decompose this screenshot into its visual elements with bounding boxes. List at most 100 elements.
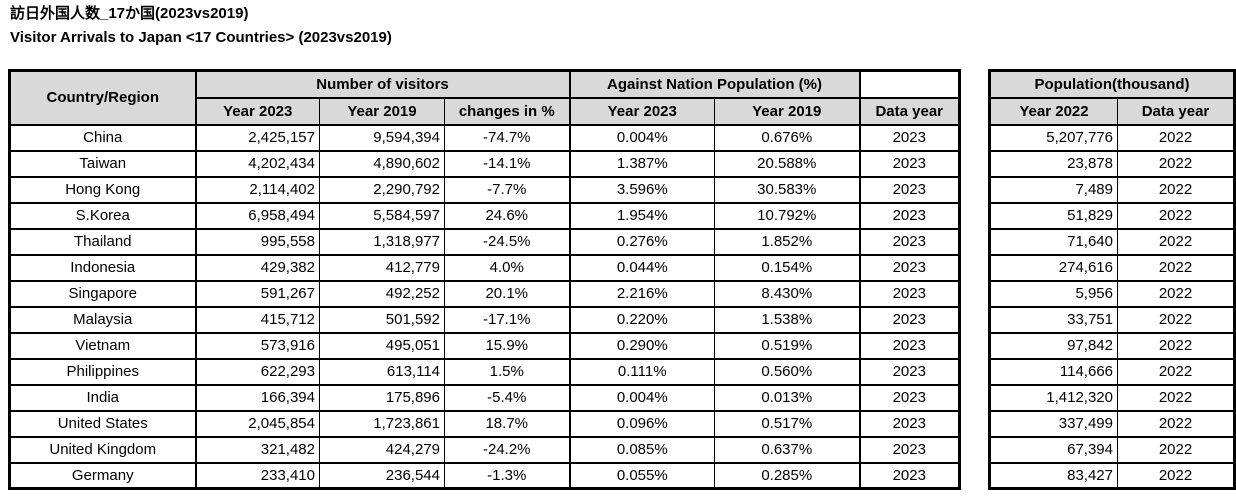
cell-pop-data-year: 2022 <box>1117 305 1235 334</box>
cell-change-percent: -7.7% <box>444 175 570 204</box>
cell-pop-data-year: 2022 <box>1117 201 1235 230</box>
cell-pct-2023: 0.290% <box>568 331 715 360</box>
cell-change-percent: -24.2% <box>444 435 570 464</box>
cell-change-percent: 4.0% <box>444 253 570 282</box>
cell-change-percent: -14.1% <box>444 149 570 178</box>
cell-data-year: 2023 <box>858 149 960 178</box>
cell-visitors-2023: 2,045,854 <box>194 409 320 438</box>
cell-pct-2019: 0.285% <box>714 461 860 490</box>
cell-pct-2023: 0.055% <box>568 461 715 490</box>
cell-change-percent: 15.9% <box>444 331 570 360</box>
cell-population-2022: 274,616 <box>989 253 1118 282</box>
cell-pct-2023: 0.044% <box>568 253 715 282</box>
cell-pct-2023: 0.096% <box>568 409 715 438</box>
visitors-table-row: Hong Kong 2,114,402 2,290,792 -7.7% 3.596% 30… <box>9 175 960 204</box>
cell-visitors-2019: 2,290,792 <box>319 175 445 204</box>
cell-visitors-2023: 233,410 <box>194 461 320 490</box>
cell-data-year: 2023 <box>858 253 960 282</box>
cell-pop-data-year: 2022 <box>1117 175 1235 204</box>
population-table-row: 337,499 2022 <box>989 409 1235 438</box>
cell-data-year: 2023 <box>858 331 960 360</box>
cell-pct-2023: 3.596% <box>568 175 715 204</box>
cell-visitors-2023: 166,394 <box>194 383 320 412</box>
cell-population-2022: 33,751 <box>989 305 1118 334</box>
visitors-table-row: India 166,394 175,896 -5.4% 0.004% 0.013% 2023 <box>9 383 960 412</box>
cell-pct-2019: 8.430% <box>714 279 860 308</box>
cell-visitors-2019: 412,779 <box>319 253 445 282</box>
cell-pop-data-year: 2022 <box>1117 279 1235 308</box>
cell-visitors-2019: 4,890,602 <box>319 149 445 178</box>
cell-country: Hong Kong <box>9 175 196 204</box>
title-english: Visitor Arrivals to Japan <17 Countries>… <box>10 29 392 46</box>
cell-data-year: 2023 <box>858 227 960 256</box>
cell-pop-data-year: 2022 <box>1117 409 1235 438</box>
header-group-row: Population(thousand) <box>989 69 1235 99</box>
cell-visitors-2023: 573,916 <box>194 331 320 360</box>
population-table-row: 71,640 2022 <box>989 227 1235 256</box>
cell-data-year: 2023 <box>858 123 960 152</box>
cell-pct-2019: 0.560% <box>714 357 860 386</box>
cell-visitors-2019: 9,594,394 <box>319 123 445 152</box>
cell-pct-2019: 1.852% <box>714 227 860 256</box>
population-table-row: 67,394 2022 <box>989 435 1235 464</box>
header-empty-spacer <box>858 69 960 99</box>
cell-visitors-2023: 2,425,157 <box>194 123 320 152</box>
title-japanese: 訪日外国人数_17か国(2023vs2019) <box>10 5 249 22</box>
cell-data-year: 2023 <box>858 461 960 490</box>
visitors-table-row: Singapore 591,267 492,252 20.1% 2.216% 8.430%… <box>9 279 960 308</box>
header-group-row: Country/Region Number of visitors Agains… <box>9 69 960 126</box>
cell-pct-2019: 1.538% <box>714 305 860 334</box>
cell-pop-data-year: 2022 <box>1117 331 1235 360</box>
cell-population-2022: 97,842 <box>989 331 1118 360</box>
cell-visitors-2023: 995,558 <box>194 227 320 256</box>
cell-pct-2019: 0.013% <box>714 383 860 412</box>
header-against-nation-population: Against Nation Population (%) <box>568 69 860 99</box>
cell-change-percent: -1.3% <box>444 461 570 490</box>
cell-visitors-2023: 591,267 <box>194 279 320 308</box>
cell-change-percent: -5.4% <box>444 383 570 412</box>
cell-visitors-2023: 4,202,434 <box>194 149 320 178</box>
header-population-data-year: Data year <box>1117 96 1235 126</box>
cell-population-2022: 5,956 <box>989 279 1118 308</box>
cell-population-2022: 67,394 <box>989 435 1118 464</box>
cell-pct-2023: 0.085% <box>568 435 715 464</box>
population-table-row: 33,751 2022 <box>989 305 1235 334</box>
population-table-row: 83,427 2022 <box>989 461 1235 490</box>
cell-country: Indonesia <box>9 253 196 282</box>
visitors-table-row: Germany 233,410 236,544 -1.3% 0.055% 0.285% 20… <box>9 461 960 490</box>
cell-data-year: 2023 <box>858 435 960 464</box>
cell-population-2022: 7,489 <box>989 175 1118 204</box>
cell-data-year: 2023 <box>858 383 960 412</box>
population-table: Population(thousand) Year 2022 Data year… <box>988 69 1236 490</box>
population-table-row: 51,829 2022 <box>989 201 1235 230</box>
population-table-row: 1,412,320 2022 <box>989 383 1235 412</box>
cell-pct-2019: 0.154% <box>714 253 860 282</box>
population-table-row: 23,878 2022 <box>989 149 1235 178</box>
visitors-table: Country/Region Number of visitors Agains… <box>8 69 961 490</box>
cell-pct-2023: 1.954% <box>568 201 715 230</box>
cell-pct-2023: 0.004% <box>568 123 715 152</box>
cell-data-year: 2023 <box>858 409 960 438</box>
cell-change-percent: -74.7% <box>444 123 570 152</box>
cell-pct-2019: 0.519% <box>714 331 860 360</box>
cell-pct-2023: 1.387% <box>568 149 715 178</box>
cell-population-2022: 51,829 <box>989 201 1118 230</box>
cell-country: S.Korea <box>9 201 196 230</box>
cell-pop-data-year: 2022 <box>1117 435 1235 464</box>
cell-visitors-2023: 2,114,402 <box>194 175 320 204</box>
cell-country: Vietnam <box>9 331 196 360</box>
population-table-body: 5,207,776 2022 23,878 2022 7,489 2022 51,829 20… <box>989 123 1235 490</box>
header-population-thousand: Population(thousand) <box>989 69 1235 99</box>
cell-visitors-2023: 429,382 <box>194 253 320 282</box>
cell-change-percent: -24.5% <box>444 227 570 256</box>
cell-pct-2019: 0.517% <box>714 409 860 438</box>
cell-pct-2023: 0.004% <box>568 383 715 412</box>
population-table-row: 97,842 2022 <box>989 331 1235 360</box>
cell-country: Malaysia <box>9 305 196 334</box>
cell-visitors-2019: 492,252 <box>319 279 445 308</box>
cell-country: Germany <box>9 461 196 490</box>
cell-pop-data-year: 2022 <box>1117 253 1235 282</box>
cell-pop-data-year: 2022 <box>1117 123 1235 152</box>
header-visitors-year-2023: Year 2023 <box>194 96 320 126</box>
